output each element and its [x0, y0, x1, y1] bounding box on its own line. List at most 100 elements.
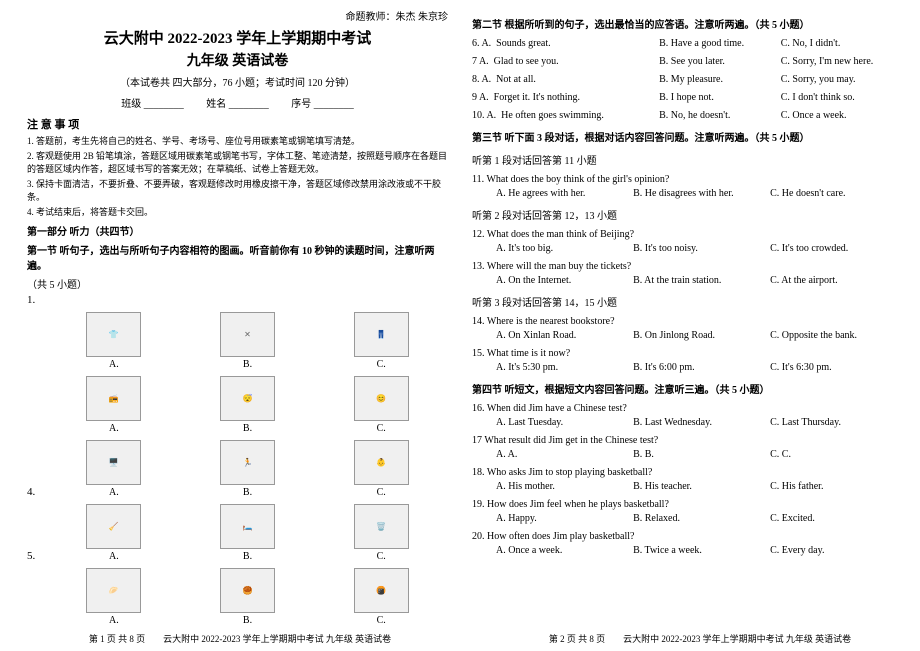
question: 17 What result did Jim get in the Chines… [472, 435, 893, 446]
opt-c: C. C. [770, 449, 893, 460]
opt-a: A. It's 5:30 pm. [496, 362, 633, 373]
image-row: 🥟A. 🥮B. 🍘C. [27, 568, 448, 626]
option-image: 🧹 [86, 504, 141, 549]
options: A. On Xinlan Road.B. On Jinlong Road.C. … [496, 330, 893, 341]
notice-item: 3. 保持卡面清洁，不要折叠、不要弄破，客观题修改时用橡皮擦干净，答题区域修改禁… [27, 178, 448, 205]
sec3-title: 第三节 听下面 3 段对话，根据对话内容回答问题。注意听两遍。（共 5 小题） [472, 129, 893, 144]
part1-title: 第一部分 听力（共四节） [27, 223, 448, 238]
opt-b: B. My pleasure. [659, 74, 781, 85]
opt-label: B. [181, 359, 315, 370]
options: A. On the Internet.B. At the train stati… [496, 275, 893, 286]
opt-a: Sounds great. [496, 38, 550, 49]
opt-label: C. [314, 487, 448, 498]
options: A. Once a week.B. Twice a week.C. Every … [496, 545, 893, 556]
title-main: 云大附中 2022-2023 学年上学期期中考试 [27, 27, 448, 48]
option-image: 🗑️ [354, 504, 409, 549]
sec4-title: 第四节 听短文，根据短文内容回答问题。注意听三遍。（共 5 小题） [472, 381, 893, 396]
opt-b: B. His teacher. [633, 481, 770, 492]
option-image: 🛏️ [220, 504, 275, 549]
exam-page-left: 命题教师：朱杰 朱京珍 云大附中 2022-2023 学年上学期期中考试 九年级… [15, 8, 460, 643]
question: 13. Where will the man buy the tickets? [472, 261, 893, 272]
qnum: 8. A. [472, 74, 491, 85]
question: 15. What time is it now? [472, 348, 893, 359]
opt-b: B. Relaxed. [633, 513, 770, 524]
options: A. A.B. B.C. C. [496, 449, 893, 460]
qnum: 5. [27, 550, 47, 562]
dialog-hdr: 听第 1 段对话回答第 11 小题 [472, 152, 893, 167]
footer-right: 第 2 页 共 8 页 云大附中 2022-2023 学年上学期期中考试 九年级… [490, 632, 910, 645]
sec2-title: 第二节 根据所听到的句子，选出最恰当的应答语。注意听两遍。（共 5 小题） [472, 16, 893, 31]
sec1-title: 第一节 听句子，选出与所听句子内容相符的图画。听音前你有 10 秒钟的读题时间，… [27, 242, 448, 272]
footer-text: 云大附中 2022-2023 学年上学期期中考试 九年级 英语试卷 [623, 634, 851, 644]
opt-c: C. His father. [770, 481, 893, 492]
opt-c: C. Every day. [770, 545, 893, 556]
q1-label: 1. [27, 294, 448, 306]
blank-class: 班级 ________ [121, 99, 184, 110]
question: 14. Where is the nearest bookstore? [472, 316, 893, 327]
options: A. Happy.B. Relaxed.C. Excited. [496, 513, 893, 524]
question: 12. What does the man think of Beijing? [472, 229, 893, 240]
blank-seat: 序号 ________ [291, 99, 354, 110]
opt-label: A. [47, 359, 181, 370]
image-row: 5. 🧹A. 🛏️B. 🗑️C. [27, 504, 448, 562]
option-image: ✕ [220, 312, 275, 357]
opt-a: A. On the Internet. [496, 275, 633, 286]
opt-a: A. Once a week. [496, 545, 633, 556]
option-image: 🏃 [220, 440, 275, 485]
opt-b: B. I hope not. [659, 92, 781, 103]
question: 20. How often does Jim play basketball? [472, 531, 893, 542]
opt-b: B. Have a good time. [659, 38, 781, 49]
option-image: 😊 [354, 376, 409, 421]
opt-a: Glad to see you. [494, 56, 559, 67]
opt-c: C. I don't think so. [781, 92, 893, 103]
option-image: 🥟 [86, 568, 141, 613]
qnum: 6. A. [472, 38, 491, 49]
options: A. Last Tuesday.B. Last Wednesday.C. Las… [496, 417, 893, 428]
opt-label: A. [47, 551, 181, 562]
opt-b: B. At the train station. [633, 275, 770, 286]
qnum: 9 A. [472, 92, 489, 103]
page-num: 第 2 页 共 8 页 [549, 634, 605, 644]
opt-a: Forget it. It's nothing. [494, 92, 580, 103]
opt-b: B. He disagrees with her. [633, 188, 770, 199]
opt-a: A. On Xinlan Road. [496, 330, 633, 341]
q-row: 10. A. He often goes swimming. B. No, he … [472, 110, 893, 121]
opt-c: C. Once a week. [781, 110, 893, 121]
opt-label: B. [181, 551, 315, 562]
q-row: 9 A. Forget it. It's nothing. B. I hope n… [472, 92, 893, 103]
question: 16. When did Jim have a Chinese test? [472, 403, 893, 414]
notice-title: 注 意 事 项 [27, 116, 448, 132]
opt-a: A. A. [496, 449, 633, 460]
opt-b: B. Twice a week. [633, 545, 770, 556]
qnum: 7 A. [472, 56, 489, 67]
opt-c: C. He doesn't care. [770, 188, 893, 199]
opt-b: B. On Jinlong Road. [633, 330, 770, 341]
dialog-hdr: 听第 3 段对话回答第 14，15 小题 [472, 294, 893, 309]
option-image: 🍘 [354, 568, 409, 613]
opt-b: B. No, he doesn't. [659, 110, 781, 121]
blanks-row: 班级 ________ 姓名 ________ 序号 ________ [27, 95, 448, 110]
opt-a: A. Last Tuesday. [496, 417, 633, 428]
q-row: 6. A. Sounds great. B. Have a good time.C… [472, 38, 893, 49]
qnum: 10. A. [472, 110, 496, 121]
dialog-hdr: 听第 2 段对话回答第 12，13 小题 [472, 207, 893, 222]
opt-label: B. [181, 487, 315, 498]
question: 19. How does Jim feel when he plays bask… [472, 499, 893, 510]
opt-c: C. No, I didn't. [781, 38, 893, 49]
opt-c: C. It's too crowded. [770, 243, 893, 254]
page-num: 第 1 页 共 8 页 [89, 634, 145, 644]
opt-b: B. Last Wednesday. [633, 417, 770, 428]
opt-c: C. Excited. [770, 513, 893, 524]
exam-page-right: 第二节 根据所听到的句子，选出最恰当的应答语。注意听两遍。（共 5 小题） 6.… [460, 8, 905, 643]
opt-label: A. [47, 423, 181, 434]
option-image: 👕 [86, 312, 141, 357]
opt-label: A. [47, 615, 181, 626]
opt-a: He often goes swimming. [501, 110, 604, 121]
options: A. He agrees with her.B. He disagrees wi… [496, 188, 893, 199]
image-row: 👕A. ✕B. 👖C. [27, 312, 448, 370]
footer-text: 云大附中 2022-2023 学年上学期期中考试 九年级 英语试卷 [163, 634, 391, 644]
opt-b: B. It's too noisy. [633, 243, 770, 254]
opt-label: A. [47, 487, 181, 498]
notice-item: 2. 客观题使用 2B 铅笔填涂，答题区域用碳素笔或钢笔书写，字体工整、笔迹清楚… [27, 150, 448, 177]
image-row: 4. 🖥️A. 🏃B. 👶C. [27, 440, 448, 498]
